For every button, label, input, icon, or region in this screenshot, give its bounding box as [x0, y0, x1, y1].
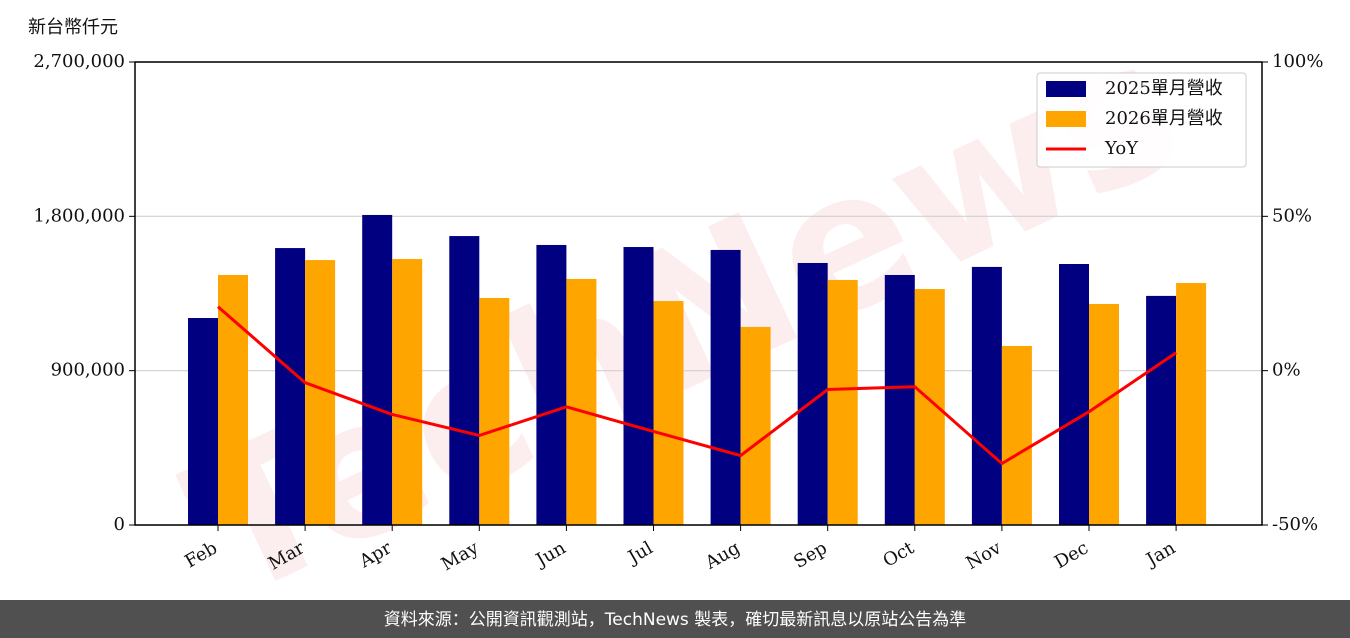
- x-tick-label: Aug: [701, 537, 744, 574]
- y-axis-label: 新台幣仟元: [28, 17, 118, 38]
- bar: [275, 248, 306, 525]
- bar: [623, 247, 654, 526]
- y2-tick-label: 50%: [1272, 205, 1312, 226]
- legend-label: 2026單月營收: [1105, 108, 1223, 129]
- y-tick-label: 900,000: [51, 360, 125, 381]
- bar: [449, 236, 480, 525]
- bar: [1089, 303, 1119, 525]
- yoy-line: [217, 305, 1177, 466]
- x-tick-label: Jan: [1141, 537, 1179, 571]
- x-tick-label: Dec: [1051, 537, 1092, 573]
- bar: [653, 301, 684, 525]
- y-tick-label: 2,700,000: [33, 51, 125, 72]
- x-tick-label: Jul: [623, 537, 657, 569]
- legend-swatch: [1046, 111, 1086, 127]
- bar: [536, 244, 567, 525]
- x-tick-label: Sep: [790, 537, 830, 572]
- bar: [884, 274, 915, 525]
- bar: [218, 274, 248, 525]
- bar: [740, 326, 771, 525]
- bar: [362, 214, 393, 525]
- y-tick-label: 0: [114, 514, 125, 535]
- footer-bar: [0, 600, 1350, 638]
- legend-box: [1036, 72, 1247, 168]
- plot-frame: [134, 61, 1263, 526]
- bar: [479, 297, 510, 525]
- legend-label: YoY: [1104, 138, 1139, 159]
- bar: [392, 259, 423, 525]
- legend-swatch: [1046, 81, 1086, 97]
- bar: [1059, 264, 1089, 525]
- bar: [188, 318, 218, 525]
- bar: [971, 266, 1002, 525]
- bar: [1146, 295, 1177, 525]
- x-tick-label: Oct: [880, 537, 919, 572]
- bar: [710, 249, 741, 525]
- y2-tick-label: 100%: [1272, 51, 1323, 72]
- bar: [566, 278, 597, 525]
- bar: [1176, 283, 1207, 525]
- legend-label: 2025單月營收: [1105, 78, 1223, 99]
- source-note: 資料來源：公開資訊觀測站，TechNews 製表，確切最新訊息以原站公告為準: [384, 610, 966, 630]
- y2-tick-label: -50%: [1272, 514, 1318, 535]
- bar: [827, 279, 858, 525]
- x-tick-label: Nov: [963, 537, 1006, 574]
- x-tick-label: Jun: [531, 537, 570, 572]
- bar: [1001, 345, 1032, 525]
- bar: [914, 289, 945, 525]
- y-tick-label: 1,800,000: [33, 205, 125, 226]
- y2-tick-label: 0%: [1272, 360, 1301, 381]
